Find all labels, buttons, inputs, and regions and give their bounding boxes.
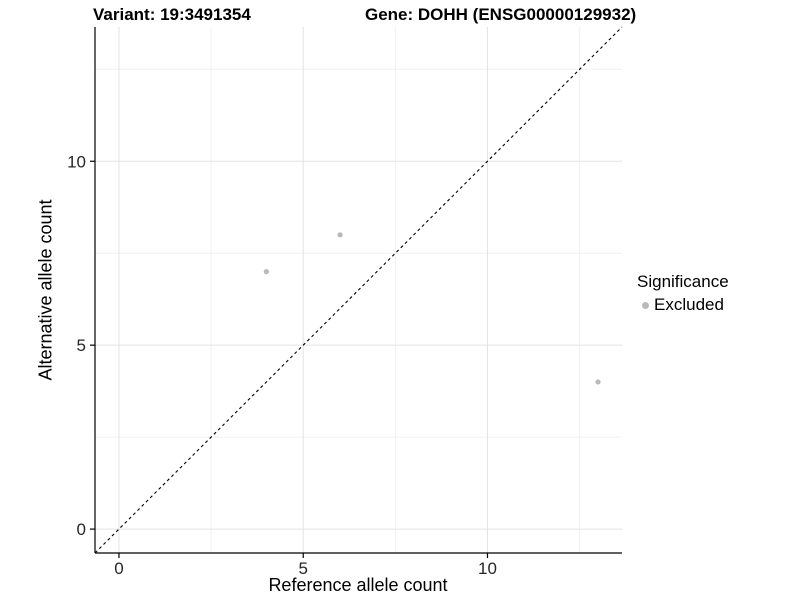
x-tick-label: 10 bbox=[478, 559, 497, 578]
legend: Significance Excluded bbox=[637, 272, 729, 315]
x-tick-label: 0 bbox=[114, 559, 123, 578]
y-tick-label: 0 bbox=[77, 520, 86, 539]
x-tick-label: 5 bbox=[298, 559, 307, 578]
legend-item-label: Excluded bbox=[654, 295, 724, 314]
data-point bbox=[595, 379, 601, 385]
x-axis-title: Reference allele count bbox=[268, 575, 448, 595]
identity-reference-line bbox=[94, 26, 623, 554]
legend-item-excluded: Excluded bbox=[637, 295, 729, 315]
legend-point-icon bbox=[642, 301, 649, 309]
y-axis-title: Alternative allele count bbox=[35, 199, 56, 381]
data-point bbox=[263, 269, 269, 275]
plot-title-gene: Gene: DOHH (ENSG00000129932) bbox=[365, 5, 637, 24]
legend-title: Significance bbox=[637, 272, 729, 291]
y-tick-label: 10 bbox=[67, 152, 86, 171]
y-tick-label: 5 bbox=[77, 336, 86, 355]
data-point bbox=[337, 232, 343, 238]
plot-title-variant: Variant: 19:3491354 bbox=[93, 5, 251, 24]
